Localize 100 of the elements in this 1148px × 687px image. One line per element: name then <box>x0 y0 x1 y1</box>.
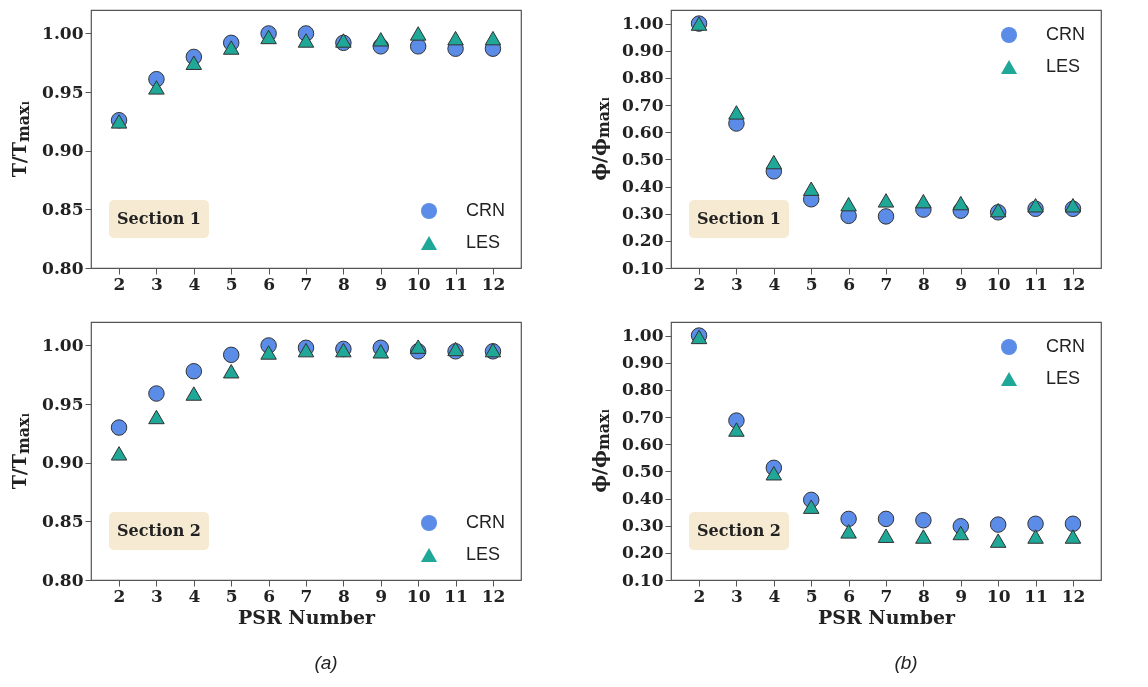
x-tick-label: 4 <box>188 585 201 606</box>
y-tick-label: 0.80 <box>622 379 664 400</box>
point <box>222 346 240 364</box>
y-tick-label: 1.00 <box>622 13 664 34</box>
x-tick-label: 5 <box>805 585 818 606</box>
point <box>409 26 427 41</box>
x-tick-label: 7 <box>880 585 893 606</box>
x-tick-label: 3 <box>731 585 743 606</box>
point <box>1027 515 1044 533</box>
x-tick-label: 12 <box>1061 273 1086 294</box>
point <box>297 33 315 48</box>
point <box>765 466 783 481</box>
point <box>185 55 203 70</box>
legend-label: LES <box>1046 368 1081 388</box>
point <box>1064 198 1082 213</box>
y-tick-label: 0.10 <box>622 257 664 278</box>
x-tick-label: 7 <box>880 273 893 294</box>
x-tick-label: 6 <box>263 273 276 294</box>
point <box>372 32 390 47</box>
x-tick-label: 12 <box>481 273 506 294</box>
point <box>1027 198 1044 213</box>
y-tick-label: 0.90 <box>42 452 84 473</box>
y-tick-label: 1.00 <box>622 325 664 346</box>
annotation: Section 1 <box>117 209 201 228</box>
x-tick-label: 8 <box>337 273 350 294</box>
x-tick-label: 6 <box>263 585 276 606</box>
point <box>1064 529 1082 544</box>
point <box>952 195 970 211</box>
y-tick-label: 1.00 <box>42 22 84 43</box>
legend-label: CRN <box>466 200 505 220</box>
point <box>260 29 277 45</box>
point <box>952 525 970 541</box>
y-tick-label: 0.90 <box>622 40 664 61</box>
x-tick-label: 5 <box>225 585 238 606</box>
y-tick-label: 0.40 <box>622 176 664 197</box>
y-tick-label: 0.85 <box>42 198 84 219</box>
point <box>409 38 427 55</box>
x-tick-label: 9 <box>375 273 388 294</box>
text: (a) <box>313 652 339 674</box>
x-axis-title: PSR Number <box>237 605 377 628</box>
annotation: Section 2 <box>117 521 201 540</box>
x-tick-label: 10 <box>406 585 431 606</box>
point <box>915 529 932 544</box>
y-tick-label: 0.95 <box>42 81 84 102</box>
x-tick-label: 6 <box>843 273 856 294</box>
x-tick-label: 9 <box>955 273 968 294</box>
y-tick-label: 0.50 <box>622 460 664 481</box>
x-tick-label: 9 <box>375 585 388 606</box>
y-tick-label: 0.40 <box>622 488 664 509</box>
x-tick-label: 9 <box>955 585 968 606</box>
y-tick-label: 0.60 <box>622 121 664 142</box>
y-tick-label: 0.50 <box>622 148 664 169</box>
point <box>185 386 203 401</box>
point <box>877 528 895 543</box>
point <box>1064 515 1082 533</box>
x-tick-label: 11 <box>1024 585 1048 606</box>
x-tick-label: 4 <box>768 273 781 294</box>
y-tick-label: 0.70 <box>622 94 664 115</box>
x-tick-label: 2 <box>693 273 706 294</box>
y-tick-label: 0.30 <box>622 515 664 536</box>
x-tick-label: 5 <box>225 273 238 294</box>
x-tick-label: 3 <box>731 273 743 294</box>
x-tick-label: 12 <box>481 585 506 606</box>
point <box>802 181 820 196</box>
x-tick-label: 2 <box>113 273 126 294</box>
x-tick-label: 4 <box>188 273 201 294</box>
legend-label: CRN <box>1046 336 1085 356</box>
x-tick-label: 7 <box>300 273 313 294</box>
x-tick-label: 10 <box>406 273 431 294</box>
y-tick-label: 0.20 <box>622 230 664 251</box>
y-tick-label: 0.70 <box>622 406 664 427</box>
annotation: Section 2 <box>697 521 781 540</box>
x-tick-label: 3 <box>151 585 163 606</box>
point <box>447 30 464 46</box>
point <box>802 499 820 514</box>
x-tick-label: 8 <box>917 585 930 606</box>
point <box>110 419 128 436</box>
y-tick-label: 0.20 <box>622 542 664 563</box>
x-tick-label: 3 <box>151 273 163 294</box>
x-tick-label: 8 <box>917 273 930 294</box>
annotation: Section 1 <box>697 209 781 228</box>
y-tick-label: 0.90 <box>622 352 664 373</box>
x-tick-label: 8 <box>337 585 350 606</box>
x-tick-label: 10 <box>986 585 1011 606</box>
point <box>877 510 895 528</box>
point <box>915 512 932 529</box>
x-tick-label: 11 <box>1024 273 1048 294</box>
point <box>1027 529 1044 544</box>
point <box>840 510 857 528</box>
y-tick-label: 0.80 <box>42 569 84 590</box>
point <box>148 409 165 425</box>
point <box>148 385 165 402</box>
point <box>335 33 352 48</box>
y-tick-label: 0.95 <box>42 393 84 414</box>
legend-label: LES <box>1046 56 1081 76</box>
x-tick-label: 5 <box>805 273 818 294</box>
legend-label: CRN <box>466 512 505 532</box>
point <box>260 345 277 360</box>
point <box>222 364 240 379</box>
point <box>915 193 932 209</box>
